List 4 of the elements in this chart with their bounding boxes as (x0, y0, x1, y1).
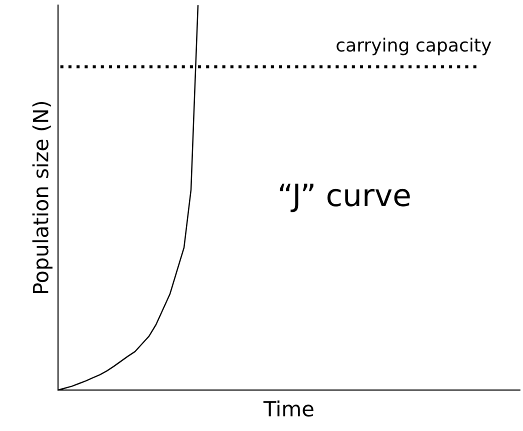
ref-line-label: carrying capacity (336, 38, 492, 56)
annotation: “J” curve (280, 184, 410, 212)
x-axis-title: Time (263, 400, 314, 417)
y-axis-title: Population size (N) (32, 102, 52, 294)
